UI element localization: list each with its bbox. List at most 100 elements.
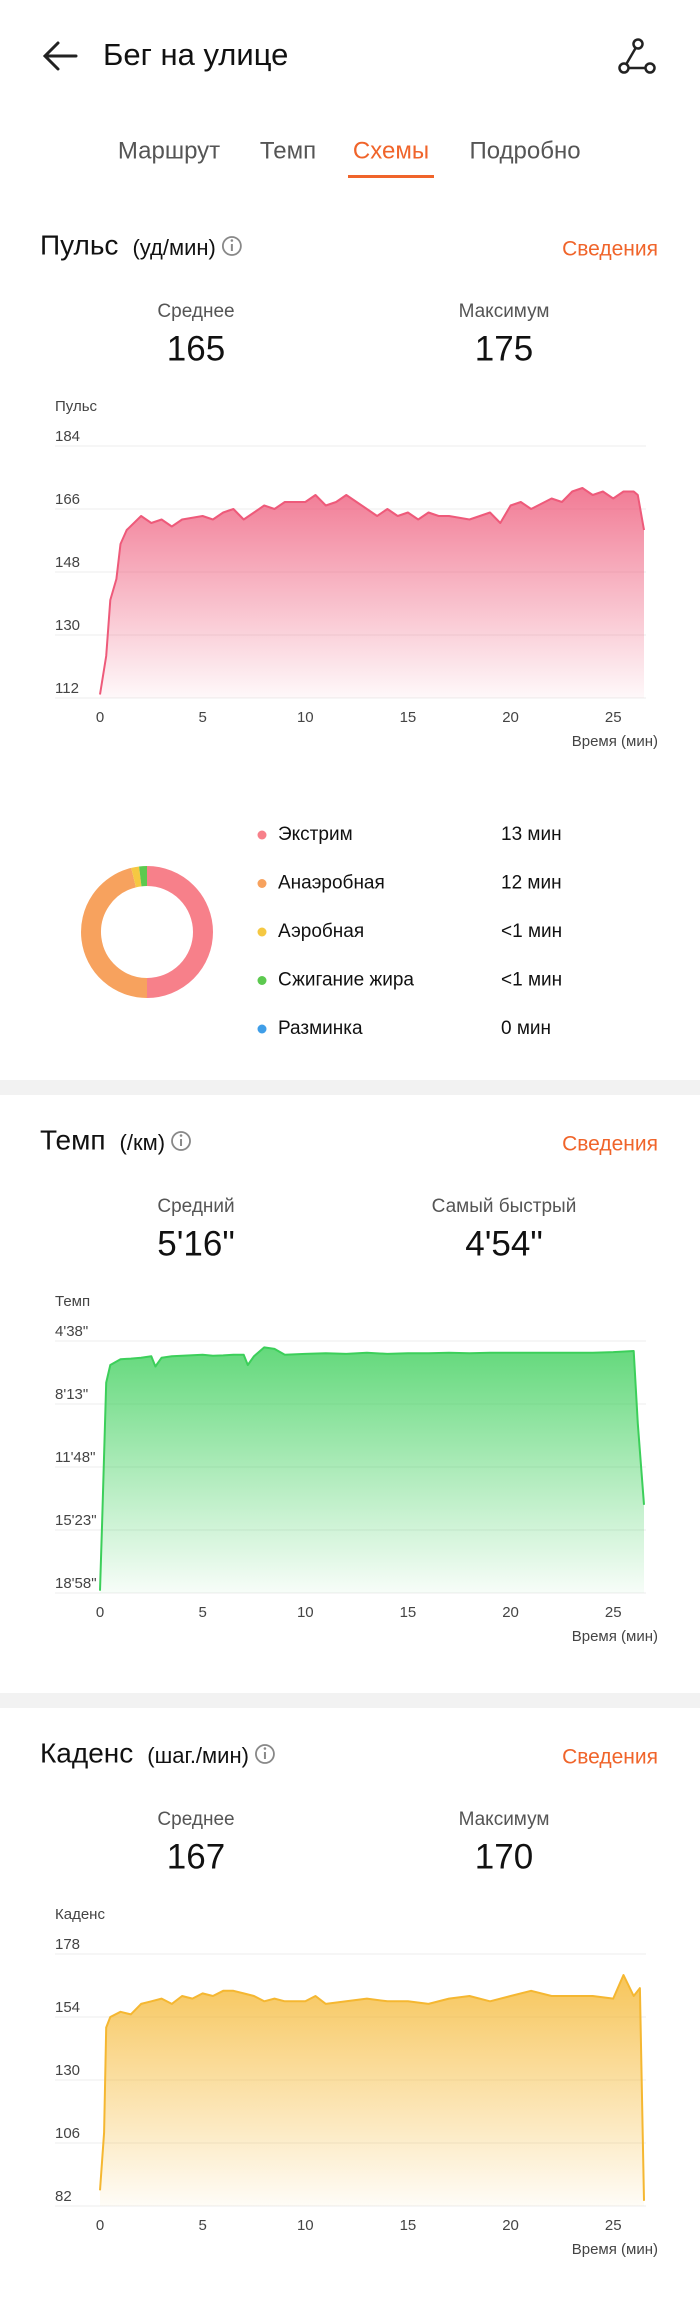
stat-value: 167: [167, 1837, 225, 1876]
info-icon: [171, 1131, 191, 1151]
tab-underline: [348, 175, 434, 178]
y-tick-label: 184: [55, 428, 80, 445]
area-fill: [100, 1347, 644, 1593]
stat-label: Среднее: [157, 301, 234, 322]
legend-label: Сжигание жира: [278, 970, 414, 991]
y-tick-label: 11'48": [55, 1449, 95, 1466]
legend-value: <1 мин: [501, 970, 562, 991]
line: [99, 1974, 645, 2201]
x-tick-label: 25: [605, 1604, 622, 1621]
legend-value: 0 мин: [501, 1018, 551, 1039]
x-tick-label: 15: [400, 2217, 417, 2234]
legend-label: Экстрим: [278, 824, 353, 845]
legend-dot: [257, 976, 267, 985]
line: [99, 487, 645, 695]
donut-segment: [131, 866, 142, 888]
legend-dot: [257, 1024, 267, 1034]
x-axis-label: Время (мин): [572, 733, 658, 750]
x-tick-label: 10: [297, 709, 314, 726]
y-tick-label: 15'23": [55, 1512, 97, 1529]
axis-label: Темп: [55, 1293, 90, 1310]
stat-value: 5'16": [157, 1224, 235, 1263]
stat-label: Самый быстрый: [432, 1196, 577, 1217]
y-tick-label: 166: [55, 491, 80, 508]
tab-active[interactable]: Схемы: [353, 137, 429, 164]
donut-segment: [146, 866, 213, 998]
y-tick-label: 8'13": [55, 1386, 88, 1403]
section-unit: (шаг./мин): [147, 1743, 249, 1768]
info-icon-dot: [230, 239, 234, 242]
x-tick-label: 10: [297, 2217, 314, 2234]
stat-label: Средний: [157, 1196, 234, 1217]
info-icon-dot: [179, 1134, 183, 1137]
axis-label: Пульс: [55, 398, 98, 415]
y-tick-label: 4'38": [55, 1323, 88, 1340]
x-tick-label: 5: [198, 709, 206, 726]
stat-value: 4'54": [465, 1224, 543, 1263]
legend-dot: [257, 927, 267, 937]
area-fill: [100, 1975, 644, 2206]
y-tick-label: 148: [55, 554, 80, 571]
info-icon: [221, 236, 242, 256]
x-tick-label: 0: [96, 2217, 104, 2234]
stat-value: 170: [475, 1837, 533, 1876]
line: [99, 1346, 645, 1591]
section-title: Пульс: [40, 229, 118, 260]
y-tick-label: 112: [55, 680, 79, 697]
legend-dot: [257, 830, 267, 840]
x-tick-label: 20: [502, 1604, 519, 1621]
tab[interactable]: Маршрут: [118, 137, 220, 164]
x-tick-label: 5: [198, 1604, 206, 1621]
x-tick-label: 0: [96, 1604, 104, 1621]
stat-label: Максимум: [459, 301, 550, 322]
tab[interactable]: Темп: [260, 137, 316, 164]
legend-value: <1 мин: [501, 921, 562, 942]
separator: [0, 1080, 700, 1095]
details-link[interactable]: Сведения: [562, 1746, 658, 1769]
stat-value: 165: [167, 329, 225, 368]
legend-label: Разминка: [278, 1018, 363, 1039]
y-tick-label: 130: [55, 2062, 80, 2079]
info-icon: [255, 1744, 275, 1764]
route-button[interactable]: [618, 38, 656, 74]
x-tick-label: 25: [605, 709, 622, 726]
route-node: [644, 62, 656, 74]
x-axis-label: Время (мин): [572, 1628, 658, 1645]
y-tick-label: 82: [55, 2188, 72, 2205]
details-link[interactable]: Сведения: [562, 1133, 658, 1156]
x-tick-label: 20: [502, 2217, 519, 2234]
page-title: Бег на улице: [103, 37, 288, 72]
legend-label: Анаэробная: [278, 873, 385, 894]
stat-value: 175: [475, 329, 533, 368]
legend-value: 12 мин: [501, 873, 562, 894]
x-tick-label: 15: [400, 1604, 417, 1621]
axis-label: Каденс: [55, 1906, 105, 1923]
tab[interactable]: Подробно: [469, 137, 580, 164]
y-tick-label: 18'58": [55, 1575, 97, 1592]
section-unit: (/км): [120, 1130, 166, 1155]
x-tick-label: 15: [400, 709, 417, 726]
x-tick-label: 0: [96, 709, 104, 726]
y-tick-label: 154: [55, 1999, 80, 2016]
y-tick-label: 130: [55, 617, 80, 634]
x-tick-label: 5: [198, 2217, 206, 2234]
back-button[interactable]: [42, 41, 78, 71]
x-tick-label: 20: [502, 709, 519, 726]
area-fill: [100, 488, 644, 698]
y-tick-label: 178: [55, 1936, 80, 1953]
x-axis-label: Время (мин): [572, 2241, 658, 2258]
legend-label: Аэробная: [278, 921, 364, 942]
separator: [0, 1693, 700, 1708]
x-tick-label: 10: [297, 1604, 314, 1621]
back-arrow: [42, 41, 78, 71]
section-title: Каденс: [40, 1737, 133, 1768]
details-link[interactable]: Сведения: [562, 238, 658, 261]
info-icon-dot: [263, 1747, 267, 1750]
y-tick-label: 106: [55, 2125, 80, 2142]
route-node: [632, 38, 644, 50]
donut-segment: [81, 867, 148, 998]
section-title: Темп: [40, 1124, 106, 1155]
